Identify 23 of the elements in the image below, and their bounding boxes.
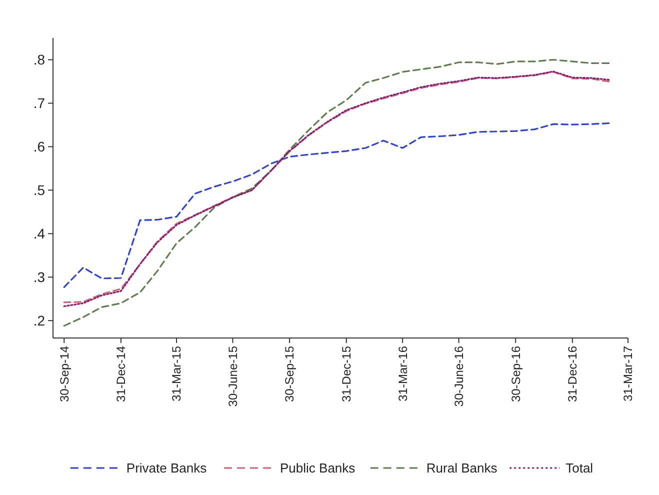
x-tick-label: 31-Dec-14 [114, 346, 128, 402]
legend-label: Private Banks [126, 460, 208, 476]
x-tick-label: 30-Sep-16 [508, 346, 523, 402]
x-tick-label: 30-June-16 [452, 346, 466, 407]
x-tick-label: 30-June-15 [226, 346, 240, 407]
x-tick-label: 31-Mar-16 [396, 346, 410, 402]
y-tick-label: .6 [33, 138, 46, 155]
y-tick-label: .4 [33, 226, 46, 242]
x-tick-label: 30-Sep-14 [57, 346, 72, 402]
legend-label: Rural Banks [426, 460, 498, 476]
x-tick-label: 30-Sep-15 [282, 346, 297, 402]
legend-label: Total [566, 460, 594, 476]
line-series [63, 122, 610, 288]
x-tick-label: 31-Dec-15 [340, 346, 354, 402]
y-tick-label: .8 [33, 52, 46, 68]
y-tick-label: .7 [33, 95, 46, 112]
y-tick-label: .3 [33, 269, 46, 286]
y-tick-label: .2 [33, 312, 46, 329]
x-tick-label: 31-Mar-15 [170, 346, 184, 402]
y-tick-label: .5 [33, 182, 46, 198]
x-tick-label: 31-Mar-17 [621, 346, 636, 402]
x-tick-label: 31-Dec-16 [566, 346, 580, 402]
legend-label: Public Banks [280, 460, 356, 476]
